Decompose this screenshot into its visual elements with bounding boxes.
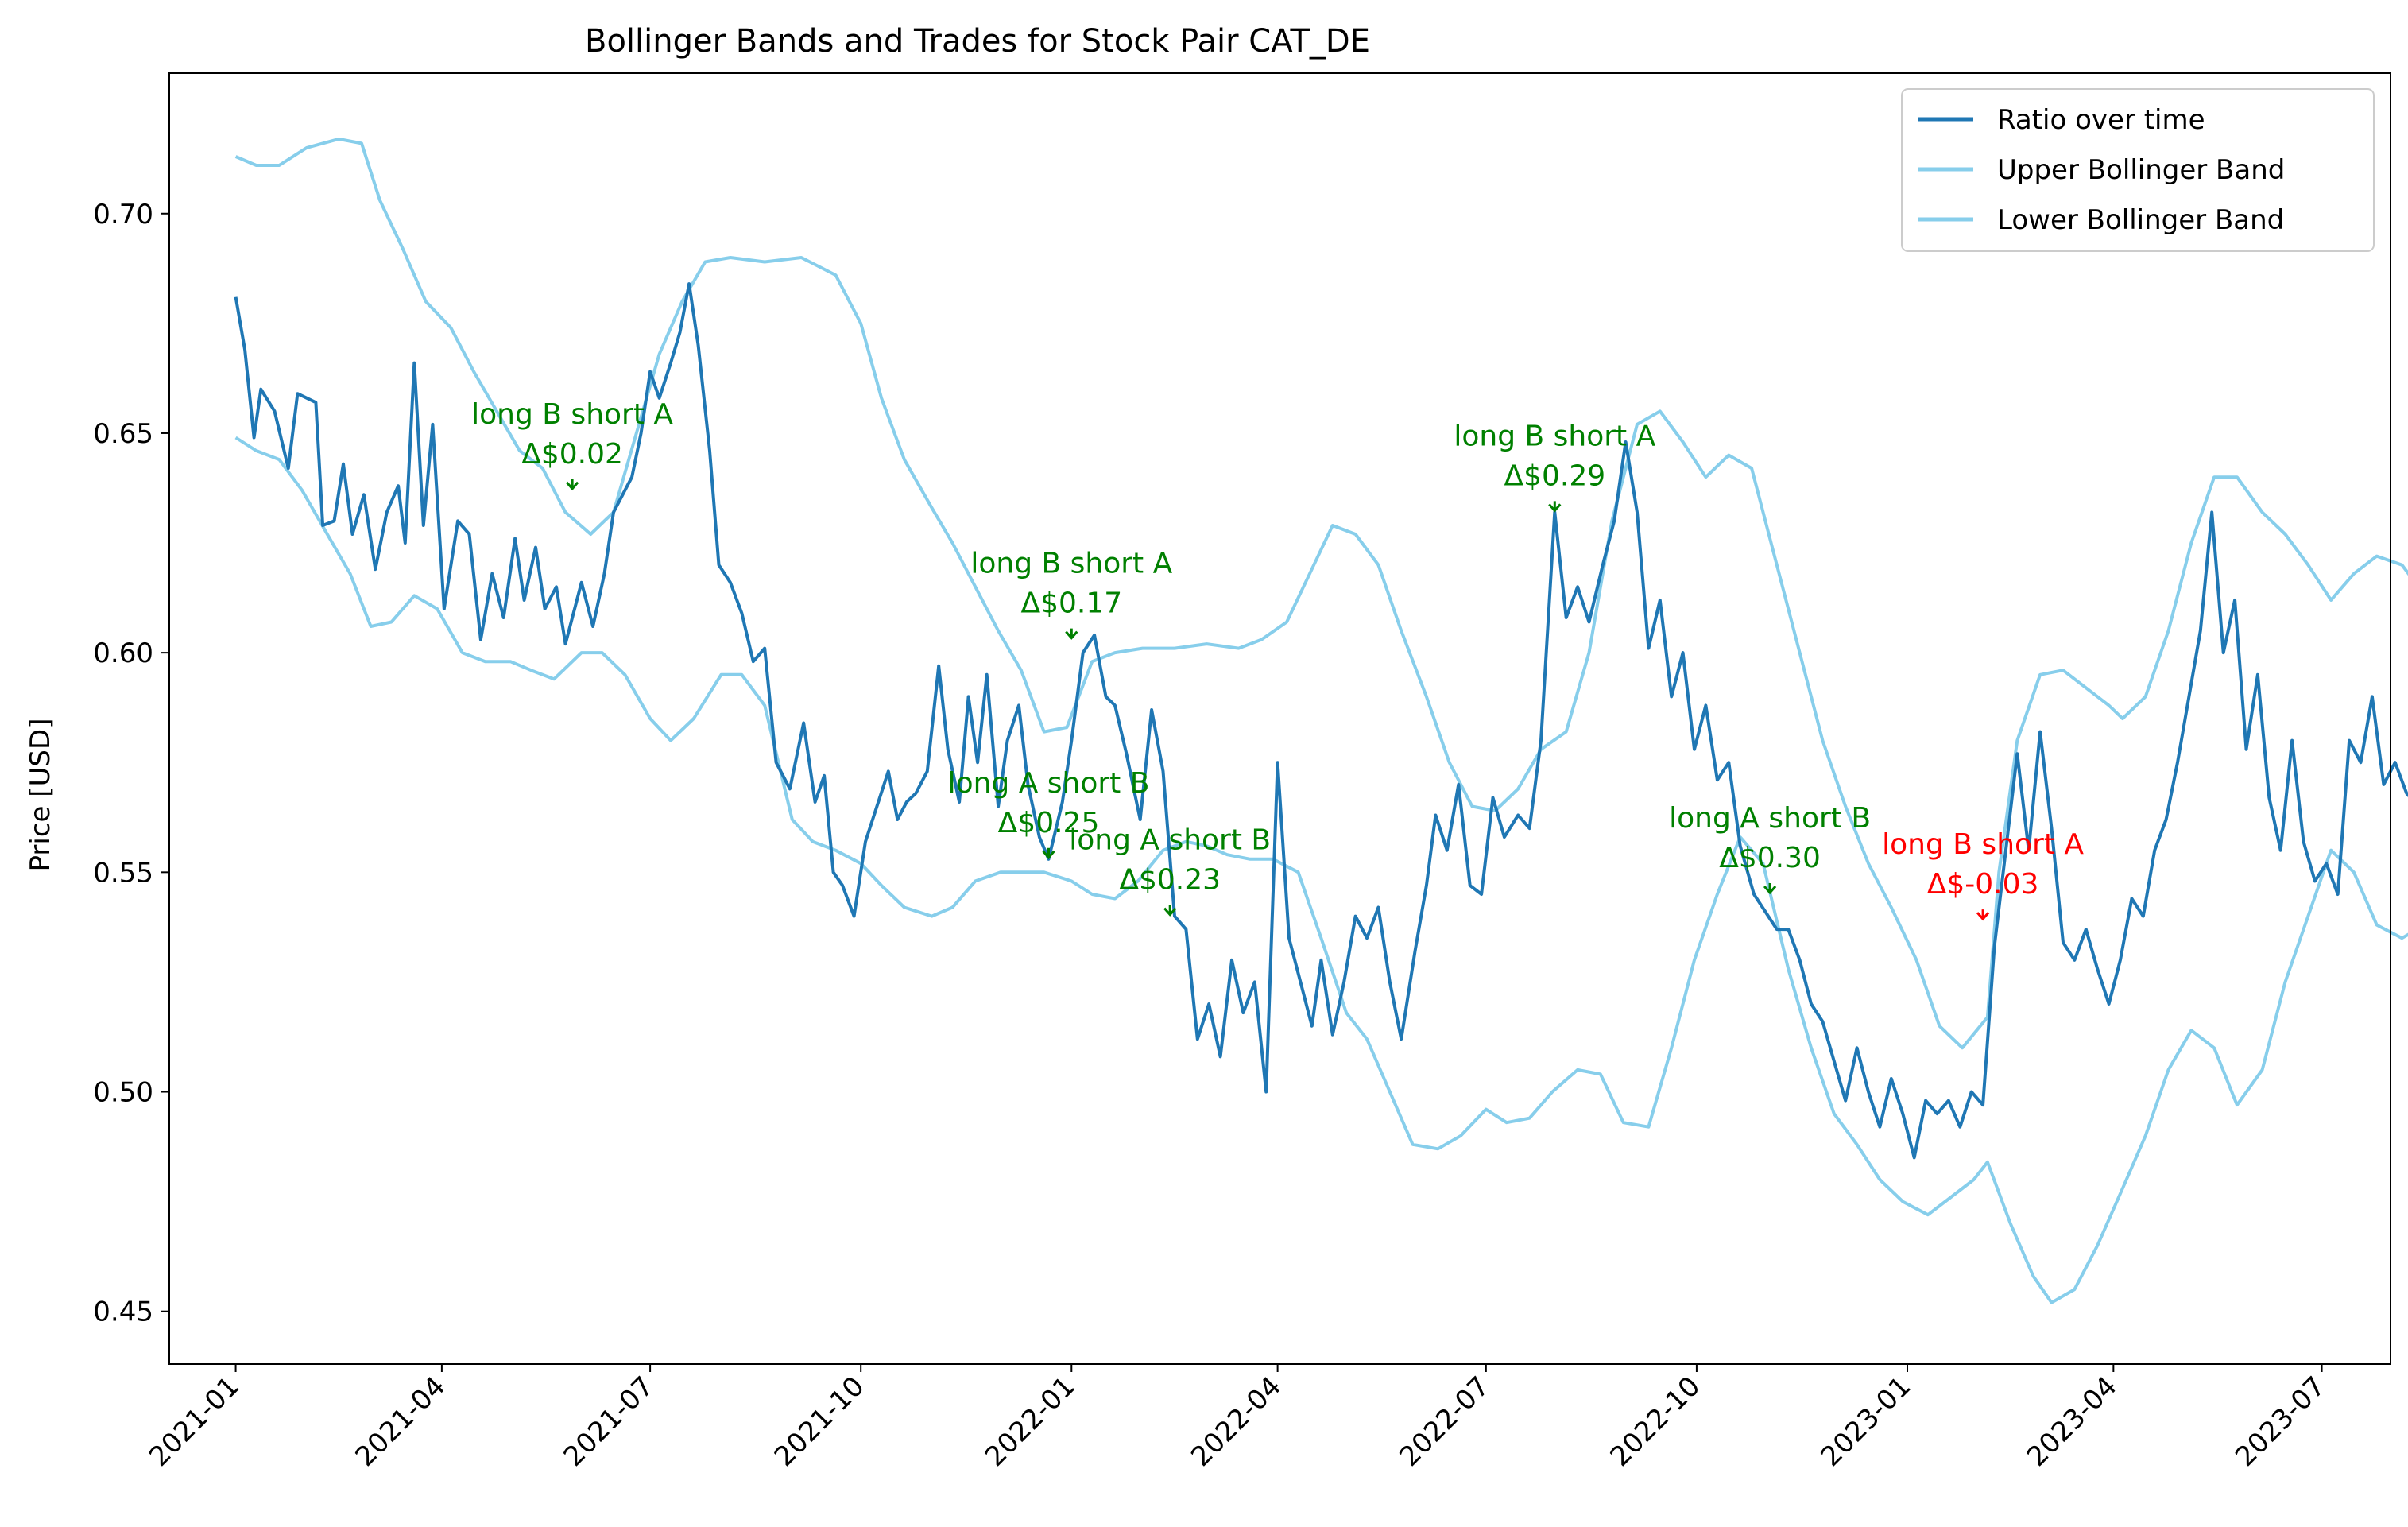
trade-delta: Δ$0.23 <box>1119 864 1221 897</box>
y-tick-label: 0.70 <box>93 199 153 231</box>
trade-label: long B short A <box>471 398 673 431</box>
legend-label: Upper Bollinger Band <box>1997 154 2285 186</box>
trade-label: long B short A <box>970 548 1172 580</box>
trade-annotation: long A short B Δ$0.23 <box>1069 824 1271 917</box>
legend-frame <box>1901 88 2375 252</box>
trade-arrow <box>1163 905 1177 917</box>
trade-label: long A short B <box>948 767 1150 800</box>
legend-label: Ratio over time <box>1997 104 2205 136</box>
upper-band-line <box>234 137 2408 1050</box>
trade-arrow <box>565 479 579 491</box>
trade-annotation: long B short A Δ$0.17 <box>970 548 1173 640</box>
ratio-line <box>234 282 2408 1160</box>
y-tick-label: 0.65 <box>93 418 153 450</box>
trade-annotation: long A short B Δ$0.25 <box>948 767 1150 860</box>
trade-annotation: long B short A Δ$-0.03 <box>1882 828 2084 921</box>
legend-label: Lower Bollinger Band <box>1997 204 2284 236</box>
trade-label: long A short B <box>1669 802 1871 835</box>
y-tick-label: 0.50 <box>93 1077 153 1109</box>
axes-frame <box>168 72 2391 1365</box>
trade-delta: Δ$0.29 <box>1504 459 1605 492</box>
trade-arrow <box>1065 628 1078 640</box>
legend: Ratio over time Upper Bollinger Band Lower… <box>1901 88 2375 252</box>
trade-label: long B short A <box>1454 420 1655 452</box>
trade-delta: Δ$0.17 <box>1020 587 1122 620</box>
trade-delta: Δ$-0.03 <box>1927 868 2039 901</box>
y-axis-label: Price [USD] <box>25 719 56 872</box>
trade-arrow <box>1042 847 1055 860</box>
legend-entry-lower-band: Lower Bollinger Band <box>1918 204 2284 236</box>
trade-delta: Δ$0.02 <box>521 438 623 471</box>
trade-label: long A short B <box>1069 824 1271 857</box>
trade-arrow <box>1976 909 1990 921</box>
trade-arrow <box>1548 501 1562 513</box>
y-tick-label: 0.45 <box>93 1296 153 1328</box>
plot-area: long B short A Δ$0.02 long B short A Δ$0.17… <box>234 137 2408 1304</box>
trade-delta: Δ$0.30 <box>1719 842 1821 874</box>
lower-band-line <box>234 436 2408 1304</box>
y-tick-label: 0.55 <box>93 857 153 889</box>
legend-entry-upper-band: Upper Bollinger Band <box>1918 154 2285 186</box>
trade-annotation: long B short A Δ$0.29 <box>1454 420 1656 513</box>
trade-annotation: long A short B Δ$0.30 <box>1669 802 1871 895</box>
trade-annotation: long B short A Δ$0.02 <box>471 398 673 491</box>
trade-arrow <box>1763 883 1777 895</box>
chart-title: Bollinger Bands and Trades for Stock Pai… <box>585 23 1370 60</box>
legend-entry-ratio: Ratio over time <box>1918 104 2205 136</box>
trade-label: long B short A <box>1882 828 2084 861</box>
trade-delta: Δ$0.25 <box>998 807 1100 839</box>
y-tick-label: 0.60 <box>93 638 153 669</box>
